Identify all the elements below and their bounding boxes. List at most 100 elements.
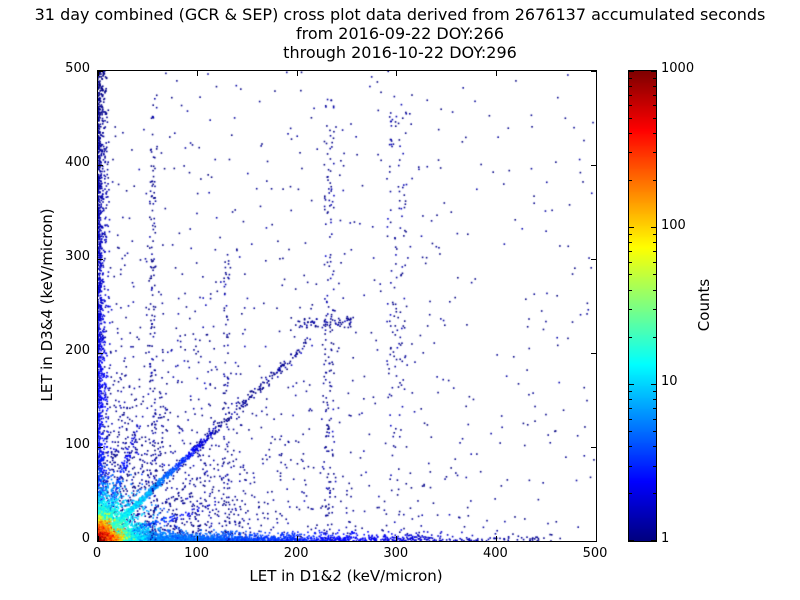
colorbar-tick <box>653 85 656 87</box>
x-tick-label: 400 <box>482 546 508 561</box>
colorbar-tick <box>653 289 656 291</box>
colorbar-tick <box>629 493 632 495</box>
axis-tick <box>595 71 597 76</box>
axis-tick <box>98 258 103 260</box>
colorbar-tick <box>651 227 656 229</box>
colorbar-tick <box>629 180 632 181</box>
colorbar-tick-label: 10 <box>661 374 678 390</box>
colorbar-tick <box>629 274 632 276</box>
colorbar-tick <box>653 391 656 392</box>
colorbar-tick <box>653 152 656 154</box>
colorbar-tick <box>629 234 632 236</box>
colorbar-label: Counts <box>695 278 713 332</box>
colorbar <box>628 70 657 542</box>
colorbar-tick <box>653 132 656 134</box>
axis-tick <box>396 71 398 76</box>
colorbar-tick <box>629 418 632 420</box>
axis-tick <box>98 352 103 354</box>
colorbar-tick <box>653 408 656 410</box>
chart-title: 31 day combined (GCR & SEP) cross plot d… <box>0 5 800 62</box>
colorbar-tick <box>653 94 656 96</box>
colorbar-tick <box>651 383 656 385</box>
colorbar-tick <box>629 446 632 448</box>
colorbar-tick <box>629 336 632 338</box>
colorbar-tick <box>653 493 656 495</box>
x-tick-label: 100 <box>184 546 209 561</box>
axis-tick <box>98 70 103 72</box>
colorbar-tick <box>653 336 656 338</box>
colorbar-tick <box>629 251 632 253</box>
axis-tick <box>591 164 596 166</box>
colorbar-tick <box>653 309 656 311</box>
plot-area <box>97 70 597 542</box>
y-tick-label: 400 <box>65 155 90 170</box>
y-axis-label: LET in D3&4 (keV/micron) <box>38 208 56 402</box>
colorbar-tick <box>629 117 632 119</box>
y-tick-label: 200 <box>65 343 90 358</box>
axis-tick <box>591 540 596 542</box>
colorbar-tick <box>653 465 656 467</box>
colorbar-tick <box>653 242 656 244</box>
colorbar-tick <box>629 408 632 410</box>
colorbar-tick <box>629 94 632 96</box>
colorbar-tick <box>629 105 632 107</box>
colorbar-tick <box>629 430 632 432</box>
colorbar-tick <box>629 132 632 134</box>
colorbar-tick <box>629 539 634 541</box>
axis-tick <box>296 536 298 541</box>
axis-tick <box>98 540 103 542</box>
colorbar-tick <box>629 242 632 244</box>
colorbar-tick <box>651 539 656 541</box>
colorbar-tick <box>653 446 656 448</box>
colorbar-tick-label: 1000 <box>661 61 695 76</box>
axis-tick <box>591 352 596 354</box>
colorbar-tick <box>629 391 632 392</box>
colorbar-tick <box>653 430 656 432</box>
x-tick-label: 200 <box>283 546 309 561</box>
y-tick-label: 0 <box>81 531 90 546</box>
colorbar-tick <box>651 70 656 72</box>
chart-title-line-2: from 2016-09-22 DOY:266 <box>295 24 504 43</box>
colorbar-tick <box>629 465 632 467</box>
colorbar-tick-label: 1 <box>661 531 670 546</box>
axis-tick <box>595 536 597 541</box>
colorbar-tick <box>653 105 656 107</box>
colorbar-tick <box>629 70 634 72</box>
axis-tick <box>495 71 497 76</box>
colorbar-tick <box>653 180 656 181</box>
axis-tick <box>97 536 99 541</box>
colorbar-tick <box>629 399 632 401</box>
axis-tick <box>591 70 596 72</box>
colorbar-tick <box>653 234 656 236</box>
chart-title-line-3: through 2016-10-22 DOY:296 <box>283 43 517 62</box>
y-tick-label: 500 <box>65 61 90 76</box>
colorbar-tick-label: 100 <box>661 217 686 233</box>
scatter-canvas <box>98 71 596 541</box>
colorbar-tick <box>629 309 632 311</box>
axis-tick <box>591 258 596 260</box>
x-tick-label: 500 <box>582 546 608 561</box>
chart-title-line-1: 31 day combined (GCR & SEP) cross plot d… <box>34 5 766 24</box>
axis-tick <box>296 71 298 76</box>
colorbar-tick <box>629 85 632 87</box>
y-tick-label: 100 <box>65 437 90 452</box>
colorbar-tick <box>629 383 634 385</box>
colorbar-tick <box>629 261 632 263</box>
axis-tick <box>98 164 103 166</box>
axis-tick <box>396 536 398 541</box>
x-tick-label: 300 <box>383 546 409 561</box>
axis-tick <box>591 446 596 448</box>
x-axis-label: LET in D1&2 (keV/micron) <box>249 567 443 585</box>
axis-tick <box>97 71 99 76</box>
colorbar-tick <box>653 418 656 420</box>
axis-tick <box>98 446 103 448</box>
colorbar-tick <box>653 117 656 119</box>
axis-tick <box>197 536 199 541</box>
colorbar-tick <box>629 152 632 154</box>
colorbar-tick <box>629 289 632 291</box>
colorbar-tick <box>629 77 632 79</box>
x-tick-label: 0 <box>92 546 102 561</box>
colorbar-tick <box>653 399 656 401</box>
axis-tick <box>495 536 497 541</box>
